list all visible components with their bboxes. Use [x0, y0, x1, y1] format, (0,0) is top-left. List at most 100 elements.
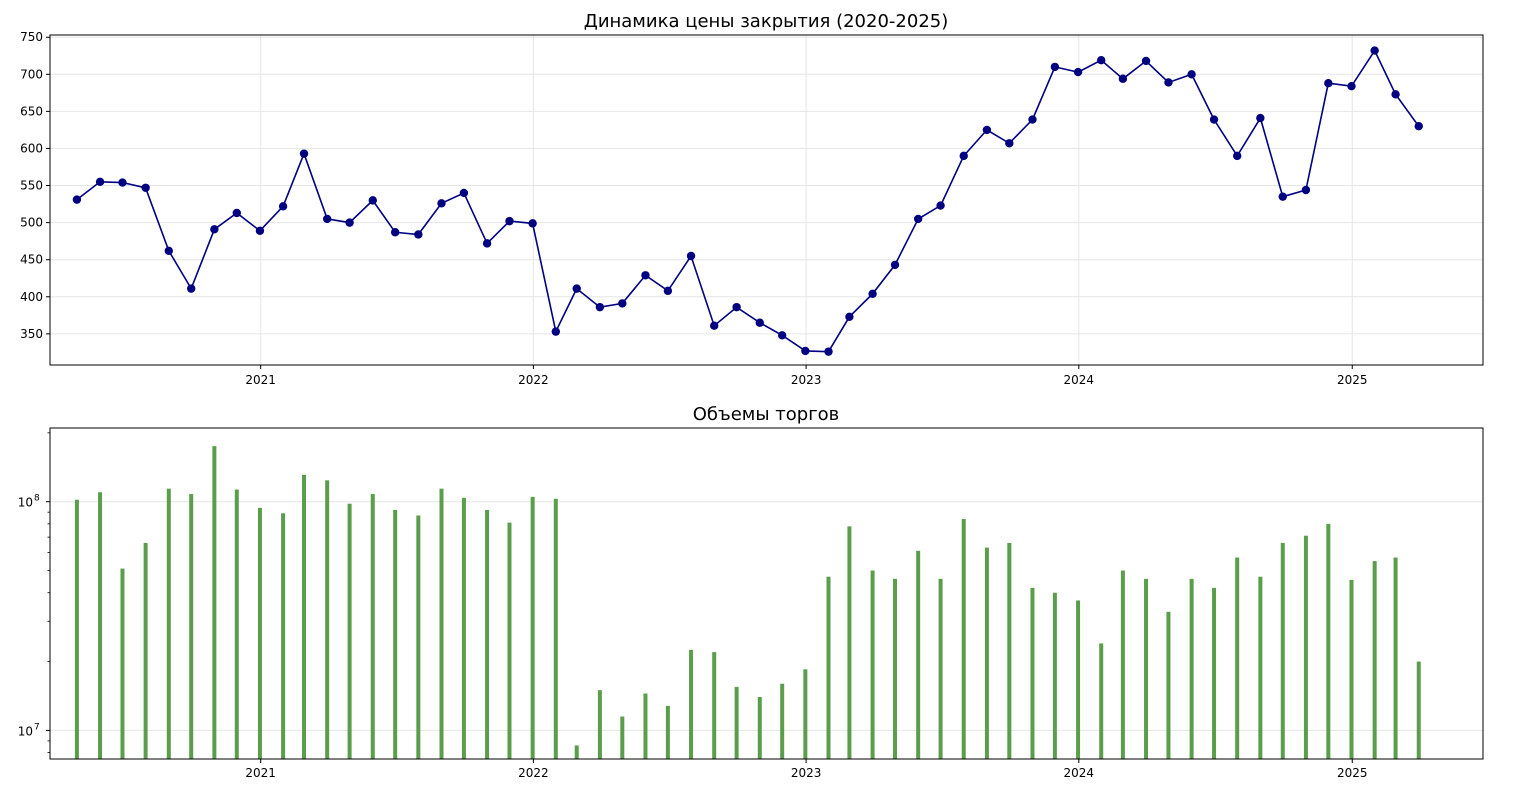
volume-bar	[347, 503, 352, 759]
price-point	[1278, 192, 1287, 201]
price-point	[1414, 122, 1423, 131]
price-point	[572, 284, 581, 293]
volume-bar	[74, 499, 79, 759]
volume-bar	[1007, 542, 1012, 759]
volume-bar	[507, 522, 512, 759]
price-point	[845, 312, 854, 321]
volume-bar	[574, 745, 579, 759]
volume-bar	[257, 507, 262, 759]
price-point	[505, 216, 514, 226]
volume-bar	[439, 488, 444, 759]
volume-ytick-label: 10	[18, 496, 33, 510]
price-point	[890, 260, 900, 270]
price-ytick-label: 600	[20, 141, 43, 155]
price-point	[982, 125, 992, 135]
price-ticks: 350 400 450 500 550 600 650 700 750 2021 2022 2023 2…	[20, 30, 1367, 387]
price-point	[141, 183, 150, 192]
volume-bar	[780, 683, 785, 759]
volume-bar	[870, 570, 875, 759]
price-point	[641, 271, 650, 280]
volume-xtick-label: 2023	[791, 766, 822, 780]
price-ytick-label: 400	[20, 290, 43, 304]
volume-bar	[370, 494, 375, 759]
volume-bar	[847, 526, 852, 759]
volume-bar	[1189, 578, 1194, 759]
volume-bar	[1076, 600, 1081, 759]
volume-bar	[734, 686, 739, 759]
volume-bar	[1258, 576, 1263, 759]
price-ytick-label: 450	[20, 253, 43, 267]
price-point	[936, 201, 945, 210]
volume-bar	[281, 513, 286, 759]
price-point	[663, 286, 673, 296]
price-xtick-label: 2021	[245, 373, 276, 387]
volume-chart-title: Объемы торгов	[693, 404, 840, 425]
price-xtick-label: 2025	[1337, 373, 1368, 387]
price-point	[732, 302, 741, 312]
price-point	[95, 177, 105, 187]
price-point	[1050, 62, 1060, 72]
volume-bar	[1099, 643, 1104, 759]
price-ytick-label: 350	[20, 327, 43, 341]
volume-bar	[1052, 592, 1057, 759]
volume-bar	[620, 716, 625, 759]
price-point	[187, 284, 196, 293]
price-point	[322, 214, 332, 224]
price-point	[299, 149, 309, 158]
price-point	[414, 230, 423, 239]
price-point	[164, 246, 173, 255]
volume-bar	[1212, 587, 1217, 759]
volume-xtick-label: 2021	[245, 766, 276, 780]
volume-bar	[1030, 587, 1035, 759]
volume-plot	[74, 446, 1421, 759]
price-point	[72, 195, 82, 204]
price-point	[595, 302, 605, 312]
volume-xtick-label: 2024	[1064, 766, 1095, 780]
volume-bar	[485, 509, 490, 759]
volume-bar	[325, 480, 330, 759]
volume-bar	[393, 509, 398, 759]
price-point	[618, 299, 627, 308]
volume-bar	[189, 494, 194, 759]
price-point	[118, 178, 127, 187]
price-point	[1028, 115, 1037, 124]
price-point	[686, 251, 696, 261]
price-ytick-label: 500	[20, 216, 43, 230]
volume-bar	[1166, 611, 1171, 759]
price-point	[551, 327, 561, 336]
volume-bar	[597, 690, 602, 759]
price-xtick-label: 2023	[791, 373, 822, 387]
volume-bar	[1326, 523, 1331, 759]
price-point	[1324, 79, 1333, 88]
price-xtick-label: 2022	[518, 373, 549, 387]
volume-bar	[98, 492, 103, 759]
volume-bar	[212, 446, 217, 759]
price-ytick-label: 750	[20, 30, 43, 44]
volume-axes-frame	[49, 427, 1484, 760]
price-point	[437, 199, 446, 208]
volume-bar	[530, 496, 535, 759]
volume-bar	[234, 489, 239, 759]
volume-bar	[416, 515, 421, 759]
volume-bar	[826, 576, 831, 759]
price-point	[710, 321, 719, 330]
volume-bar	[1393, 557, 1398, 759]
volume-bar	[984, 547, 989, 759]
price-axes-frame	[49, 34, 1484, 366]
volume-bar	[553, 498, 558, 759]
volume-bar	[120, 568, 125, 759]
price-chart: Динамика цены закрытия (2020-2025) 350 40…	[20, 11, 1484, 387]
price-xtick-label: 2024	[1064, 373, 1095, 387]
price-point	[824, 347, 833, 356]
price-point	[959, 151, 968, 161]
volume-bar	[1144, 578, 1149, 759]
price-point	[210, 225, 219, 234]
price-ytick-label: 700	[20, 67, 43, 81]
price-point	[482, 239, 492, 248]
price-point	[1232, 151, 1242, 161]
price-point	[755, 318, 764, 327]
price-point	[1118, 74, 1128, 83]
price-point	[1256, 113, 1265, 123]
